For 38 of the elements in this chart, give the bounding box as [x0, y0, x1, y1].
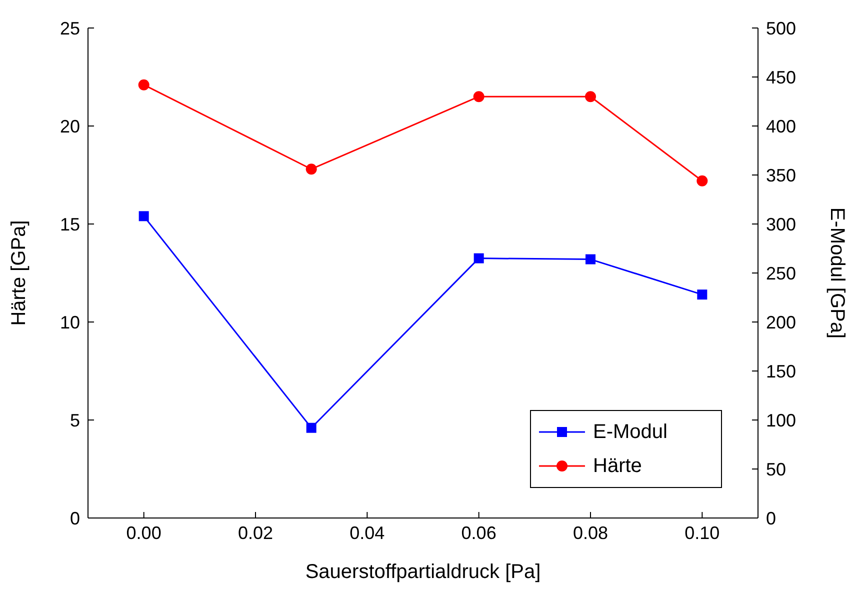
point [138, 79, 150, 90]
y-axis-title: Härte [GPa] [8, 220, 30, 326]
y2-tick-label: 0 [766, 508, 776, 528]
legend-label: E-Modul [593, 420, 668, 444]
y-tick-label: 10 [60, 312, 80, 332]
point [697, 290, 708, 300]
x-tick-label: 0.08 [572, 522, 608, 543]
x-tick-label: 0.10 [684, 522, 720, 543]
point [473, 91, 484, 102]
y2-tick-label: 400 [766, 116, 796, 136]
y2-tick-label: 250 [766, 263, 796, 284]
y-tick-label: 0 [70, 508, 80, 528]
legend-label: Härte [593, 454, 642, 478]
y2-tick-label: 100 [766, 410, 796, 430]
y2-tick-label: 500 [766, 18, 796, 38]
y2-tick-label: 50 [766, 459, 786, 480]
point [306, 422, 316, 433]
point [696, 175, 708, 186]
y2-tick-label: 350 [766, 165, 796, 186]
y2-axis-title: E-Modul [GPa] [826, 207, 848, 339]
point [474, 253, 484, 264]
y2-tick-label: 450 [766, 67, 796, 88]
point [306, 164, 317, 175]
x-axis-title: Sauerstoffpartialdruck [Pa] [305, 561, 541, 583]
x-tick-label: 0.00 [126, 522, 162, 543]
y2-tick-label: 150 [766, 361, 796, 382]
y2-tick-label: 200 [766, 312, 796, 332]
x-tick-label: 0.04 [350, 522, 385, 543]
y-tick-label: 15 [60, 214, 80, 234]
y2-tick-label: 300 [766, 214, 796, 234]
point [138, 211, 149, 222]
x-tick-label: 0.02 [238, 522, 274, 543]
point [586, 254, 596, 264]
y-tick-label: 20 [60, 116, 80, 136]
x-tick-label: 0.06 [461, 522, 496, 543]
y-tick-label: 5 [70, 410, 80, 430]
point [585, 91, 596, 102]
y-tick-label: 25 [60, 18, 80, 38]
